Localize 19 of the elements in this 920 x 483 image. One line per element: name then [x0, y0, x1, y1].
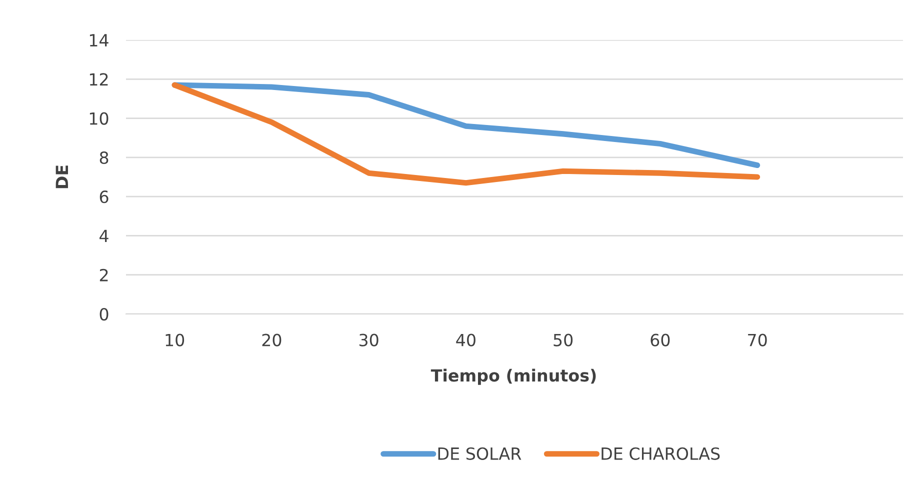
y-tick-label: 4: [100, 230, 108, 242]
x-tick-label: 20: [262, 334, 282, 346]
x-tick-label: 10: [166, 334, 184, 346]
y-tick-label: 6: [100, 190, 108, 204]
x-tick-label: 60: [650, 334, 670, 346]
y-tick-label: 10: [90, 112, 108, 125]
y-axis-title: DE: [56, 166, 68, 188]
x-tick-label: 50: [554, 334, 573, 346]
x-tick-label: 70: [748, 334, 767, 346]
legend-label: DE CHAROLAS: [602, 447, 720, 460]
y-tick-label: 14: [90, 34, 108, 46]
x-tick-label: 30: [359, 334, 378, 346]
x-tick-label: 40: [456, 334, 476, 346]
legend-label: DE SOLAR: [438, 447, 522, 460]
x-axis-title: Tiempo (minutos): [430, 368, 596, 385]
y-tick-label: 8: [100, 151, 108, 164]
y-tick-label: 0: [100, 308, 108, 321]
y-tick-label: 12: [90, 73, 108, 86]
y-tick-label: 2: [100, 268, 108, 282]
